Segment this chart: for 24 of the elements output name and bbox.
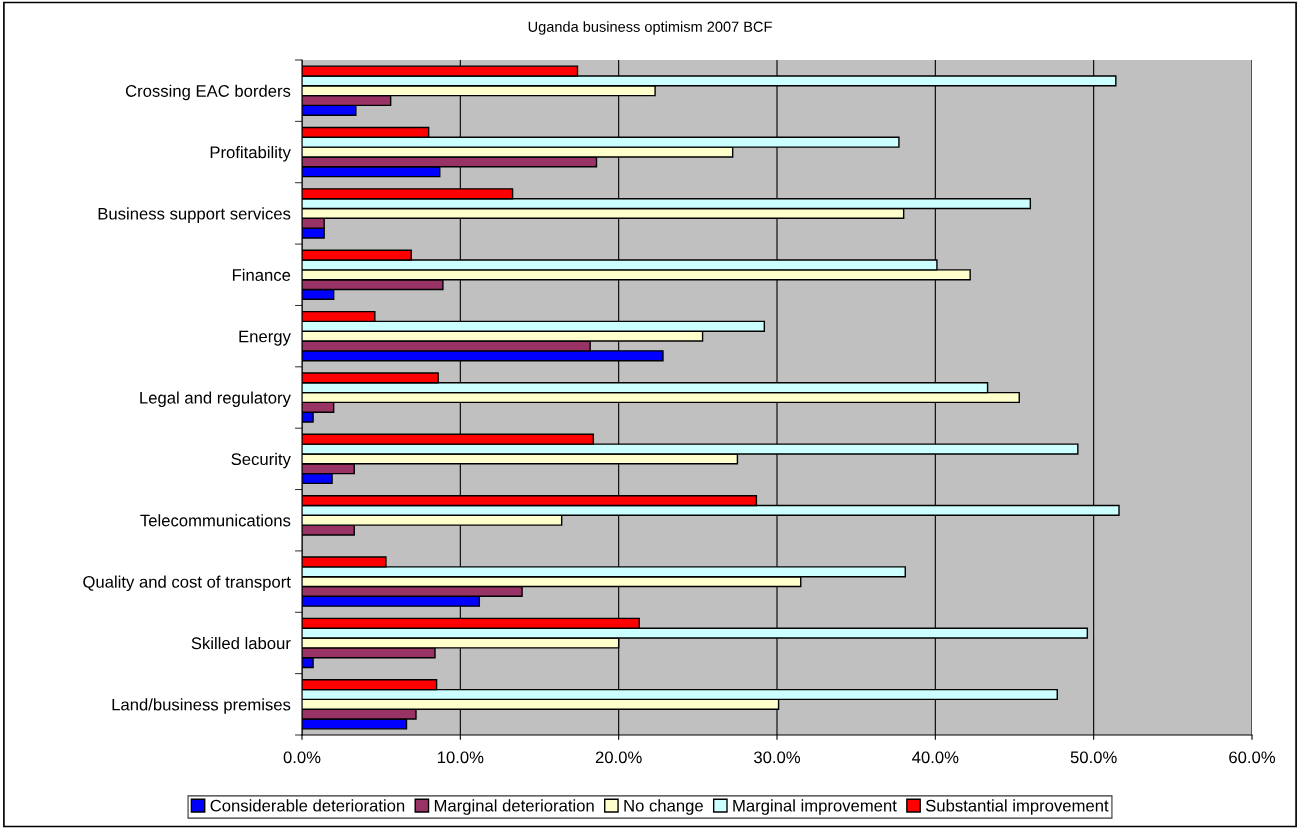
x-tick-label: 20.0% xyxy=(595,751,642,764)
y-tick-label: Finance xyxy=(232,268,291,281)
y-tick-label: Security xyxy=(231,452,291,469)
chart-title: Uganda business optimism 2007 BCF xyxy=(528,21,772,35)
y-tick-label: Legal and regulatory xyxy=(140,391,291,407)
y-tick-label: Crossing EAC borders xyxy=(125,84,291,101)
legend-label: Marginal deterioration xyxy=(434,799,594,815)
y-tick-label: Land/business premises xyxy=(112,698,291,714)
legend-label: Substantial improvement xyxy=(925,799,1109,815)
x-tick-label: 60.0% xyxy=(1229,751,1276,764)
y-tick-label: Business support services xyxy=(98,207,291,223)
y-tick-label: Telecommunications xyxy=(140,514,291,527)
legend-label: Considerable deterioration xyxy=(210,799,405,812)
y-tick-label: Skilled labour xyxy=(191,636,291,650)
x-tick-label: 50.0% xyxy=(1070,751,1117,764)
x-tick-label: 40.0% xyxy=(912,751,959,764)
legend-label: No change xyxy=(624,799,703,815)
legend-label: Marginal improvement xyxy=(733,799,897,815)
x-tick-label: 0.0% xyxy=(283,751,321,764)
x-tick-label: 30.0% xyxy=(754,751,801,764)
y-tick-label: Energy xyxy=(239,330,291,346)
x-tick-label: 10.0% xyxy=(437,751,484,764)
y-tick-label: Profitability xyxy=(210,146,291,162)
y-tick-label: Quality and cost of transport xyxy=(83,575,291,592)
